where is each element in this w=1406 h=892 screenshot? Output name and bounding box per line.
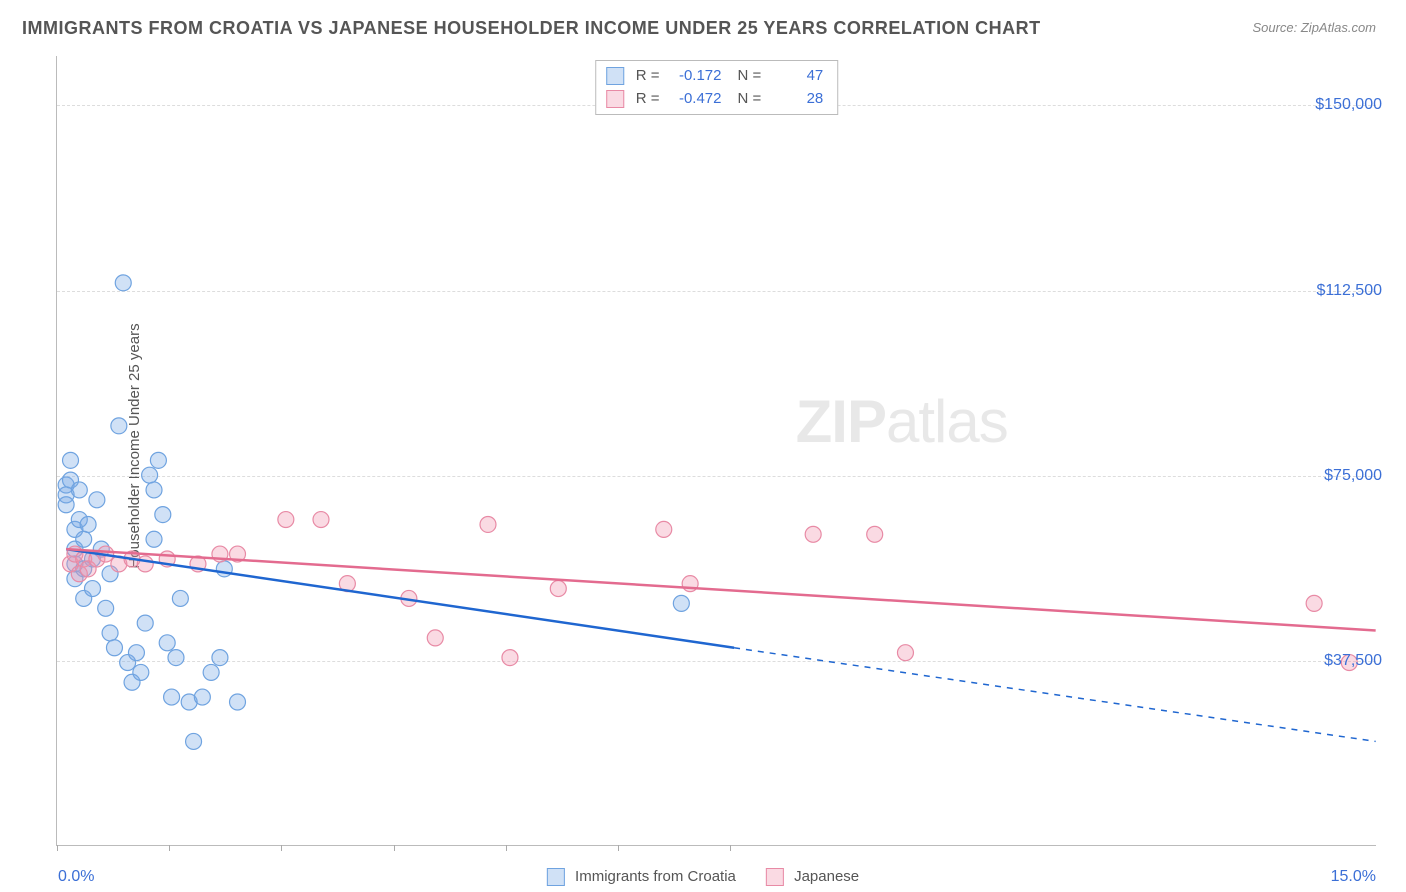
legend-r-label: R = <box>636 88 660 111</box>
plot-area: ZIPatlas R = -0.172 N = 47 R = -0.472 N … <box>56 56 1376 846</box>
chart-container: IMMIGRANTS FROM CROATIA VS JAPANESE HOUS… <box>0 0 1406 892</box>
legend-n-value-croatia: 47 <box>767 65 823 88</box>
swatch-japanese <box>606 90 624 108</box>
legend-label-japanese: Japanese <box>794 868 859 885</box>
x-axis-max-label: 15.0% <box>1331 868 1376 886</box>
series-legend: Immigrants from Croatia Japanese <box>547 868 859 886</box>
legend-r-value-croatia: -0.172 <box>666 65 722 88</box>
swatch-croatia <box>606 67 624 85</box>
legend-row-croatia: R = -0.172 N = 47 <box>606 65 824 88</box>
swatch-croatia <box>547 868 565 886</box>
legend-r-label: R = <box>636 65 660 88</box>
legend-n-label: N = <box>738 88 762 111</box>
chart-title: IMMIGRANTS FROM CROATIA VS JAPANESE HOUS… <box>22 18 1041 39</box>
legend-row-japanese: R = -0.472 N = 28 <box>606 88 824 111</box>
scatter-svg <box>57 56 1376 845</box>
legend-item-japanese: Japanese <box>766 868 859 886</box>
swatch-japanese <box>766 868 784 886</box>
correlation-legend: R = -0.172 N = 47 R = -0.472 N = 28 <box>595 60 839 115</box>
legend-item-croatia: Immigrants from Croatia <box>547 868 736 886</box>
x-axis-min-label: 0.0% <box>58 868 94 886</box>
source-label: Source: ZipAtlas.com <box>1252 20 1376 35</box>
legend-n-label: N = <box>738 65 762 88</box>
legend-label-croatia: Immigrants from Croatia <box>575 868 736 885</box>
legend-r-value-japanese: -0.472 <box>666 88 722 111</box>
legend-n-value-japanese: 28 <box>767 88 823 111</box>
